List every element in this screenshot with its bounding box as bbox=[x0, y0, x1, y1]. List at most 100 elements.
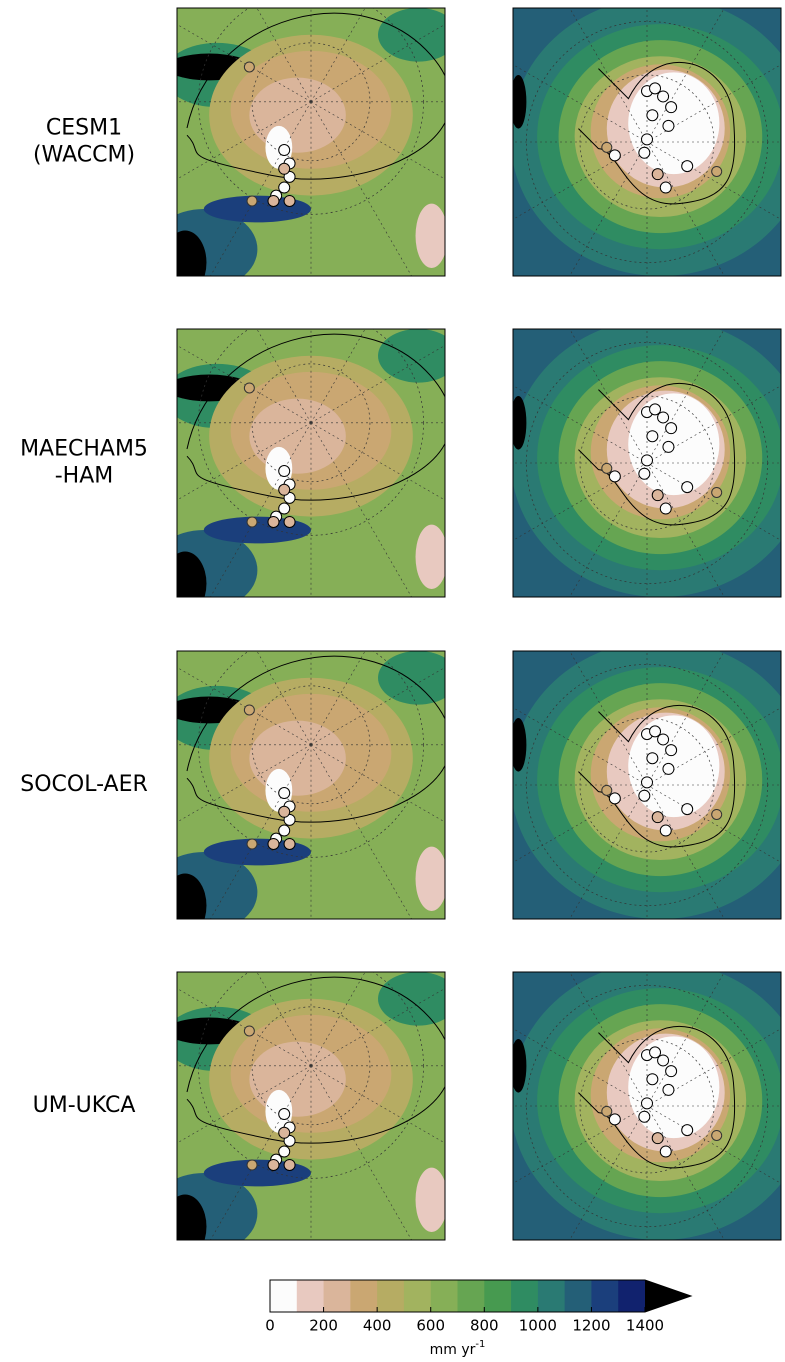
site bbox=[666, 745, 677, 756]
site bbox=[244, 1026, 254, 1036]
colorbar-label: mm yr-1 bbox=[430, 1339, 486, 1358]
site bbox=[658, 1055, 669, 1066]
colorbar-tick-label: 1400 bbox=[626, 1317, 664, 1335]
site bbox=[244, 62, 254, 72]
colorbar-bin bbox=[297, 1280, 324, 1312]
site bbox=[268, 516, 279, 527]
site bbox=[602, 463, 612, 473]
colorbar-bin bbox=[484, 1280, 511, 1312]
site bbox=[247, 196, 257, 206]
site bbox=[663, 441, 674, 452]
field bbox=[378, 651, 458, 705]
site bbox=[712, 166, 722, 176]
site bbox=[682, 482, 693, 493]
site bbox=[639, 1111, 650, 1122]
site bbox=[279, 145, 290, 156]
site bbox=[663, 120, 674, 131]
field bbox=[416, 847, 448, 911]
colorbar-label-exponent: -1 bbox=[475, 1339, 485, 1350]
field bbox=[378, 329, 458, 383]
row-label: UM-UKCA bbox=[33, 1093, 136, 1118]
field bbox=[164, 551, 207, 615]
field bbox=[164, 1194, 207, 1258]
colorbar-bin bbox=[538, 1280, 565, 1312]
site bbox=[279, 466, 290, 477]
field bbox=[249, 399, 345, 474]
colorbar-label-unit: mm yr bbox=[430, 1342, 476, 1358]
site bbox=[284, 1159, 295, 1170]
colorbar-tick-label: 200 bbox=[309, 1317, 338, 1335]
site bbox=[660, 182, 671, 193]
site bbox=[658, 91, 669, 102]
colorbar-tick-label: 600 bbox=[416, 1317, 445, 1335]
site bbox=[244, 383, 254, 393]
site bbox=[666, 423, 677, 434]
colorbar-bin bbox=[618, 1280, 645, 1312]
site bbox=[647, 110, 658, 121]
field bbox=[164, 873, 207, 937]
row-label: (WACCM) bbox=[33, 143, 135, 168]
colorbar-bin bbox=[565, 1280, 592, 1312]
field bbox=[164, 230, 207, 294]
site bbox=[682, 1125, 693, 1136]
site bbox=[658, 734, 669, 745]
site bbox=[279, 484, 290, 495]
site bbox=[279, 1109, 290, 1120]
colorbar-bin bbox=[324, 1280, 351, 1312]
site bbox=[660, 825, 671, 836]
site bbox=[642, 777, 653, 788]
site bbox=[652, 490, 663, 501]
site bbox=[642, 1098, 653, 1109]
row-label: MAECHAM5 bbox=[20, 437, 148, 462]
site bbox=[647, 1074, 658, 1085]
site bbox=[660, 1146, 671, 1157]
site bbox=[712, 487, 722, 497]
site bbox=[666, 1066, 677, 1077]
colorbar-bin bbox=[431, 1280, 458, 1312]
site bbox=[666, 102, 677, 113]
site bbox=[279, 788, 290, 799]
colorbar-bin bbox=[591, 1280, 618, 1312]
colorbar-bin bbox=[377, 1280, 404, 1312]
colorbar-extend bbox=[645, 1280, 691, 1312]
site bbox=[663, 763, 674, 774]
field bbox=[378, 8, 458, 62]
site bbox=[639, 468, 650, 479]
site bbox=[268, 195, 279, 206]
site bbox=[279, 163, 290, 174]
row-label: CESM1 bbox=[46, 116, 122, 141]
site bbox=[602, 142, 612, 152]
colorbar-tick-label: 800 bbox=[470, 1317, 499, 1335]
site bbox=[652, 1133, 663, 1144]
field bbox=[416, 204, 448, 268]
site bbox=[658, 412, 669, 423]
site bbox=[712, 1130, 722, 1140]
site bbox=[268, 838, 279, 849]
site bbox=[247, 839, 257, 849]
site bbox=[663, 1084, 674, 1095]
site bbox=[268, 1159, 279, 1170]
site bbox=[284, 516, 295, 527]
colorbar-tick-label: 400 bbox=[363, 1317, 392, 1335]
field bbox=[249, 1042, 345, 1117]
colorbar-tick-label: 1200 bbox=[572, 1317, 610, 1335]
site bbox=[602, 785, 612, 795]
colorbar-bin bbox=[350, 1280, 377, 1312]
site bbox=[660, 503, 671, 514]
site bbox=[284, 195, 295, 206]
field bbox=[378, 972, 458, 1026]
site bbox=[652, 169, 663, 180]
colorbar-tick-label: 0 bbox=[265, 1317, 275, 1335]
site bbox=[682, 161, 693, 172]
site bbox=[244, 705, 254, 715]
field bbox=[249, 78, 345, 153]
site bbox=[247, 1160, 257, 1170]
site bbox=[609, 150, 620, 161]
site bbox=[279, 1127, 290, 1138]
site bbox=[284, 838, 295, 849]
site bbox=[602, 1106, 612, 1116]
site bbox=[682, 804, 693, 815]
field bbox=[249, 721, 345, 796]
site bbox=[712, 809, 722, 819]
site bbox=[642, 455, 653, 466]
